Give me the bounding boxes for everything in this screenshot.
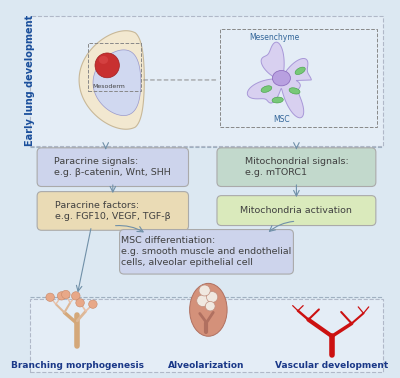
Ellipse shape	[289, 88, 300, 94]
Ellipse shape	[272, 97, 283, 103]
Circle shape	[197, 295, 209, 307]
FancyBboxPatch shape	[30, 16, 382, 146]
FancyBboxPatch shape	[37, 148, 188, 186]
Circle shape	[72, 292, 80, 300]
Circle shape	[57, 292, 66, 300]
Ellipse shape	[99, 56, 108, 64]
Text: Mesenchyme: Mesenchyme	[249, 33, 299, 42]
Text: Alveolarization: Alveolarization	[168, 361, 245, 370]
Ellipse shape	[190, 284, 227, 336]
Circle shape	[199, 285, 210, 296]
FancyBboxPatch shape	[120, 229, 294, 274]
Circle shape	[46, 293, 54, 301]
Circle shape	[205, 301, 215, 311]
Text: Branching morphogenesis: Branching morphogenesis	[11, 361, 144, 370]
Polygon shape	[79, 31, 144, 129]
FancyBboxPatch shape	[37, 192, 188, 230]
Text: Vascular development: Vascular development	[275, 361, 389, 370]
Circle shape	[76, 299, 84, 307]
Polygon shape	[247, 42, 311, 118]
Polygon shape	[102, 59, 134, 105]
Text: Paracrine factors:
e.g. FGF10, VEGF, TGF-β: Paracrine factors: e.g. FGF10, VEGF, TGF…	[55, 201, 171, 221]
FancyBboxPatch shape	[217, 196, 376, 226]
Text: Paracrine signals:
e.g. β-catenin, Wnt, SHH: Paracrine signals: e.g. β-catenin, Wnt, …	[54, 157, 171, 177]
Text: MSC: MSC	[273, 115, 290, 124]
Circle shape	[206, 291, 218, 302]
Ellipse shape	[261, 86, 272, 92]
Text: Mesoderm: Mesoderm	[93, 84, 126, 89]
Circle shape	[62, 290, 70, 299]
Ellipse shape	[95, 53, 119, 78]
Text: MSC differentiation:
e.g. smooth muscle and endothelial
cells, alveolar epitheli: MSC differentiation: e.g. smooth muscle …	[121, 236, 292, 267]
Polygon shape	[93, 50, 141, 116]
Circle shape	[89, 300, 97, 308]
Ellipse shape	[295, 67, 305, 74]
Ellipse shape	[272, 70, 290, 86]
FancyBboxPatch shape	[217, 148, 376, 186]
Polygon shape	[108, 66, 130, 96]
Text: Mitochondria activation: Mitochondria activation	[240, 206, 352, 215]
FancyBboxPatch shape	[30, 299, 382, 372]
Text: Early lung development: Early lung development	[25, 14, 35, 146]
Text: Mitochondrial signals:
e.g. mTORC1: Mitochondrial signals: e.g. mTORC1	[244, 157, 348, 177]
